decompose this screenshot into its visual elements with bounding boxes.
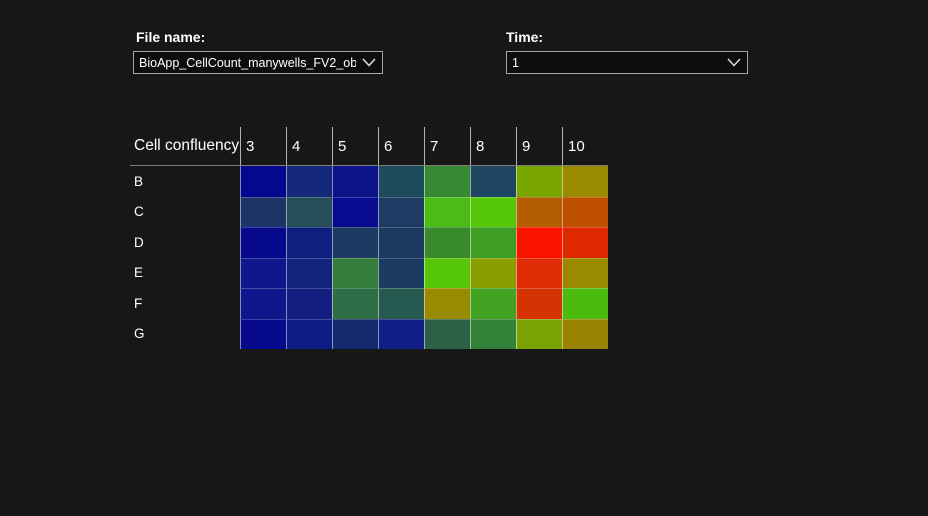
heatmap-cell-G-9	[516, 318, 562, 349]
time-dropdown[interactable]: 1	[506, 51, 748, 74]
row-label-E: E	[134, 265, 144, 281]
heatmap-cell-B-5	[332, 166, 378, 197]
heatmap-cell-E-7	[424, 257, 470, 288]
column-header-8: 8	[470, 127, 516, 165]
heatmap-cell-E-5	[332, 257, 378, 288]
file-name-dropdown-value: BioApp_CellCount_manywells_FV2_obliqu...	[139, 55, 356, 70]
heatmap-cell-B-7	[424, 166, 470, 197]
heatmap-cell-E-8	[470, 257, 516, 288]
chevron-down-icon[interactable]	[362, 58, 376, 67]
heatmap-cell-F-7	[424, 288, 470, 319]
heatmap-row-F: F	[130, 288, 608, 319]
heatmap-row-G: G	[130, 318, 608, 349]
heatmap-cell-G-4	[286, 318, 332, 349]
heatmap-cell-E-3	[240, 257, 286, 288]
heatmap-cell-E-10	[562, 257, 608, 288]
column-header-10: 10	[562, 127, 608, 165]
heatmap-cell-C-5	[332, 196, 378, 227]
heatmap-cell-F-3	[240, 288, 286, 319]
heatmap-row-C: C	[130, 196, 608, 227]
heatmap-cell-F-9	[516, 288, 562, 319]
heatmap-cell-F-8	[470, 288, 516, 319]
heatmap-cell-B-9	[516, 166, 562, 197]
heatmap-cell-B-10	[562, 166, 608, 197]
heatmap-header-row: Cell confluency 3 4 5 6 7 8 9 10	[130, 127, 608, 165]
heatmap-cell-B-6	[378, 166, 424, 197]
heatmap-cell-E-9	[516, 257, 562, 288]
row-label-G: G	[134, 326, 145, 342]
heatmap-row-D: D	[130, 227, 608, 258]
column-header-5: 5	[332, 127, 378, 165]
heatmap-cell-F-5	[332, 288, 378, 319]
heatmap-cell-D-10	[562, 227, 608, 258]
heatmap-cell-G-5	[332, 318, 378, 349]
heatmap-row-E: E	[130, 257, 608, 288]
column-header-7: 7	[424, 127, 470, 165]
heatmap-cell-D-9	[516, 227, 562, 258]
heatmap-cell-F-6	[378, 288, 424, 319]
heatmap-cell-D-4	[286, 227, 332, 258]
heatmap-cell-E-6	[378, 257, 424, 288]
heatmap-cell-G-7	[424, 318, 470, 349]
heatmap-cell-F-10	[562, 288, 608, 319]
heatmap-row-B: B	[130, 166, 608, 197]
row-label-F: F	[134, 295, 143, 311]
heatmap-cell-C-8	[470, 196, 516, 227]
heatmap-cell-B-4	[286, 166, 332, 197]
time-dropdown-value: 1	[512, 55, 519, 70]
column-header-4: 4	[286, 127, 332, 165]
row-label-D: D	[134, 234, 144, 250]
heatmap-cell-D-7	[424, 227, 470, 258]
heatmap-cell-D-3	[240, 227, 286, 258]
heatmap-cell-C-6	[378, 196, 424, 227]
heatmap-cell-G-8	[470, 318, 516, 349]
heatmap-cell-F-4	[286, 288, 332, 319]
row-label-B: B	[134, 173, 144, 189]
column-header-3: 3	[240, 127, 286, 165]
header-divider	[130, 165, 608, 166]
heatmap-cell-G-6	[378, 318, 424, 349]
heatmap-cell-C-4	[286, 196, 332, 227]
time-label: Time:	[506, 29, 544, 45]
heatmap-cell-B-3	[240, 166, 286, 197]
heatmap-cell-D-8	[470, 227, 516, 258]
file-name-dropdown[interactable]: BioApp_CellCount_manywells_FV2_obliqu...	[133, 51, 383, 74]
file-name-label: File name:	[136, 29, 206, 45]
heatmap-cell-C-3	[240, 196, 286, 227]
heatmap-cell-G-10	[562, 318, 608, 349]
heatmap-cell-E-4	[286, 257, 332, 288]
heatmap-corner-label: Cell confluency	[134, 137, 240, 154]
column-header-6: 6	[378, 127, 424, 165]
chevron-down-icon[interactable]	[727, 58, 741, 67]
heatmap-cell-C-9	[516, 196, 562, 227]
heatmap-cell-D-5	[332, 227, 378, 258]
heatmap-cell-B-8	[470, 166, 516, 197]
row-label-C: C	[134, 204, 144, 220]
column-header-9: 9	[516, 127, 562, 165]
heatmap-cell-C-7	[424, 196, 470, 227]
heatmap-cell-C-10	[562, 196, 608, 227]
heatmap-cell-D-6	[378, 227, 424, 258]
heatmap-cell-G-3	[240, 318, 286, 349]
